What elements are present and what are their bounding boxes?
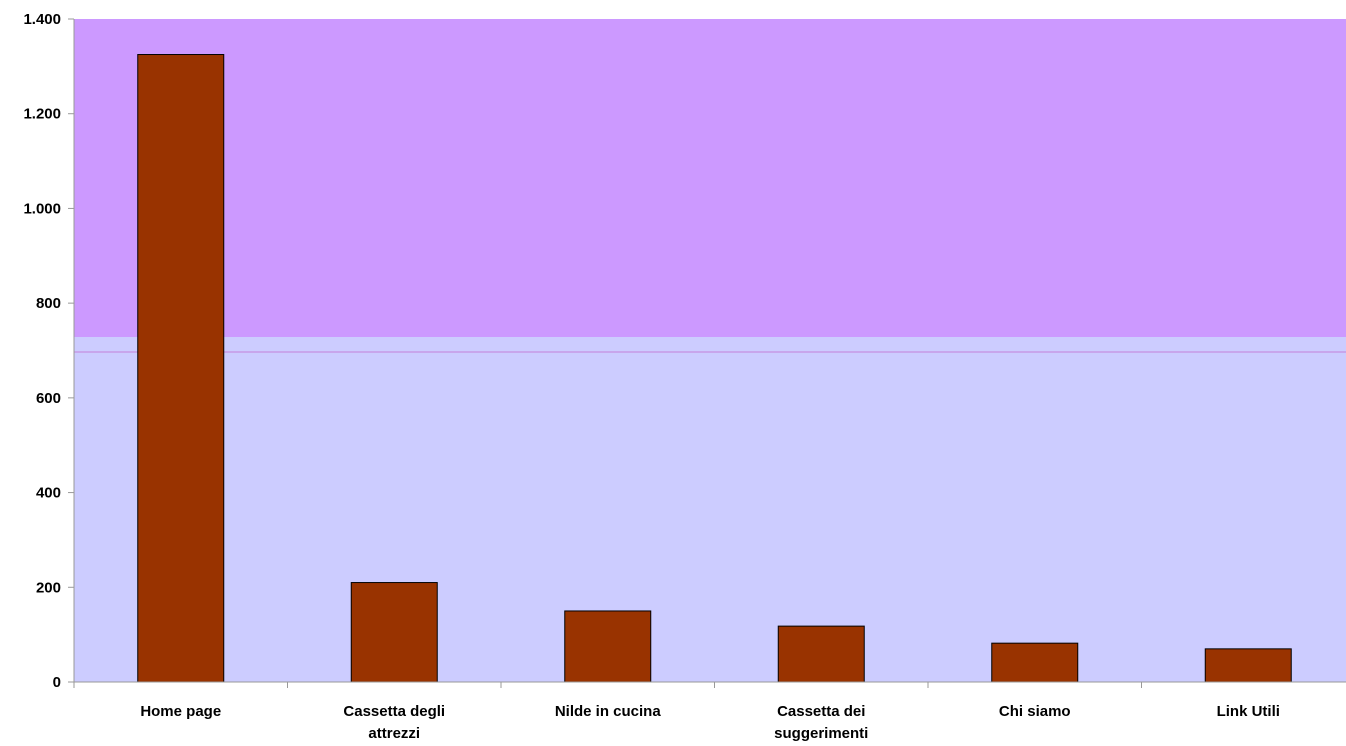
- bar-2: [564, 610, 652, 683]
- bar-3: [777, 625, 865, 683]
- bar-4: [991, 642, 1079, 683]
- x-category-label-1: Cassetta degli attrezzi: [343, 703, 445, 742]
- x-category-label-line: Cassetta degli: [343, 703, 445, 720]
- bar-1: [350, 582, 438, 683]
- x-category-label-line: Home page: [140, 703, 221, 720]
- y-tick-label-7: 1.400: [23, 11, 61, 28]
- x-category-label-line: Nilde in cucina: [555, 703, 662, 720]
- y-tick-label-1: 200: [36, 579, 61, 596]
- y-axis-ticks: 0 200 400 600 800 1.000 1.200 1.400: [23, 11, 74, 691]
- y-tick-label-5: 1.000: [23, 200, 61, 217]
- plot-background-upper: [74, 19, 1346, 337]
- bar-0: [137, 54, 225, 683]
- x-category-label-5: Link Utili: [1217, 703, 1280, 720]
- x-category-label-line: attrezzi: [368, 725, 420, 742]
- y-tick-label-3: 600: [36, 390, 61, 407]
- axes-group: [73, 19, 1346, 688]
- x-category-label-0: Home page: [140, 703, 221, 720]
- x-category-label-4: Chi siamo: [999, 703, 1071, 720]
- x-category-label-2: Nilde in cucina: [555, 703, 662, 720]
- x-category-label-line: suggerimenti: [774, 725, 868, 742]
- x-axis-labels: Home page Cassetta degli attrezzi Nilde in …: [140, 703, 1280, 742]
- y-tick-label-6: 1.200: [23, 106, 61, 123]
- x-category-label-3: Cassetta dei suggerimenti: [774, 703, 868, 742]
- bar-5: [1204, 648, 1292, 683]
- y-tick-label-2: 400: [36, 485, 61, 502]
- plot-background: [74, 19, 1346, 682]
- x-category-label-line: Cassetta dei: [777, 703, 865, 720]
- y-tick-label-4: 800: [36, 295, 61, 312]
- x-category-label-line: Link Utili: [1217, 703, 1280, 720]
- plot-background-lower: [74, 337, 1346, 682]
- x-category-label-line: Chi siamo: [999, 703, 1071, 720]
- y-tick-label-0: 0: [53, 674, 61, 691]
